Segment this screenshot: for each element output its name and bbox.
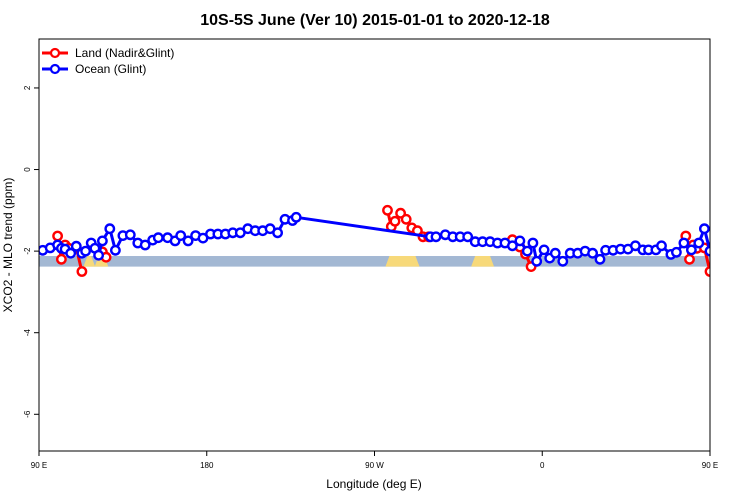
plot-region: [39, 204, 748, 277]
land-point-1: [56, 253, 67, 265]
land-point-28: [730, 253, 738, 261]
surface-band-land-2: [385, 256, 420, 267]
ocean-point-36: [272, 227, 283, 239]
ocean-point-45: [462, 231, 474, 243]
ocean-point-75: [671, 246, 682, 258]
surface-band-land-3: [471, 256, 495, 267]
ocean-point-84: [736, 241, 744, 249]
ocean-point-39: [290, 211, 302, 223]
y-axis: 2 0 -2 -4 -6: [23, 85, 39, 418]
x-tick-label-1: 180: [200, 461, 214, 470]
ocean-point-59: [557, 255, 569, 267]
legend: Land (Nadir&Glint) Ocean (Glint): [42, 46, 174, 76]
ocean-point-51: [507, 240, 518, 252]
land-point-8: [382, 204, 393, 216]
legend-marker-land: [49, 47, 61, 59]
ocean-point-54: [527, 237, 539, 249]
ocean-point-13: [104, 223, 116, 235]
surface-band: [39, 256, 748, 267]
surface-band-land-4: [725, 256, 737, 267]
land-point-0: [52, 230, 63, 242]
ocean-point-76: [678, 237, 690, 249]
x-axis: 90 E 180 90 W 0 90 E: [31, 451, 718, 470]
legend-label-land: Land (Nadir&Glint): [75, 46, 174, 60]
ocean-point-8: [80, 245, 92, 257]
ocean-point-83: [728, 239, 736, 247]
x-tick-label-4: 90 E: [702, 461, 718, 470]
ocean-point-23: [175, 230, 187, 242]
ocean-point-73: [656, 240, 667, 252]
ocean-point-55: [531, 255, 543, 267]
legend-item-land: Land (Nadir&Glint): [42, 46, 174, 60]
x-tick-label-2: 90 W: [365, 461, 384, 470]
chart-title: 10S-5S June (Ver 10) 2015-01-01 to 2020-…: [200, 12, 550, 29]
ocean-point-52: [514, 235, 526, 247]
ocean-point-64: [594, 253, 606, 265]
ocean-point-5: [65, 247, 77, 259]
surface-band-land-5: [736, 256, 748, 267]
series-layer: [39, 204, 744, 277]
y-tick-label-0: 2: [23, 85, 32, 90]
ocean-point-24: [182, 235, 194, 247]
legend-label-ocean: Ocean (Glint): [75, 62, 146, 76]
surface-band-ocean: [39, 256, 710, 267]
y-tick-label-4: -6: [23, 410, 32, 418]
land-point-5: [76, 266, 88, 277]
ocean-point-16: [124, 229, 136, 241]
ocean-point-78: [693, 237, 705, 249]
x-axis-label: Longitude (deg E): [326, 477, 421, 491]
ocean-point-18: [139, 239, 151, 251]
ocean-point-6: [70, 240, 82, 252]
ocean-point-77: [686, 244, 697, 256]
land-point-10: [389, 215, 401, 227]
ocean-point-81: [713, 231, 721, 239]
ocean-point-63: [587, 247, 598, 259]
land-point-27: [726, 248, 734, 256]
y-tick-label-1: 0: [23, 167, 32, 172]
legend-marker-ocean: [49, 63, 61, 75]
land-line-segment-5: [731, 252, 735, 257]
ocean-point-79: [699, 223, 710, 235]
y-tick-label-2: -2: [23, 247, 32, 255]
ocean-point-53: [521, 245, 533, 257]
ocean-point-20: [152, 232, 164, 244]
legend-item-ocean: Ocean (Glint): [42, 62, 146, 76]
ocean-point-11: [93, 249, 105, 261]
x-tick-label-3: 0: [540, 461, 545, 470]
ocean-point-56: [538, 244, 550, 256]
ocean-point-82: [721, 231, 729, 239]
ocean-point-58: [549, 247, 561, 259]
land-point-22: [684, 253, 695, 265]
y-tick-label-3: -4: [23, 329, 32, 337]
x-tick-label-0: 90 E: [31, 461, 47, 470]
land-point-12: [400, 213, 412, 225]
ocean-point-12: [97, 235, 108, 247]
surface-band-land-0: [83, 256, 96, 267]
ocean-point-41: [430, 231, 442, 243]
ocean-point-14: [110, 244, 121, 256]
y-axis-label: XCO2 - MLO trend (ppm): [1, 178, 15, 313]
